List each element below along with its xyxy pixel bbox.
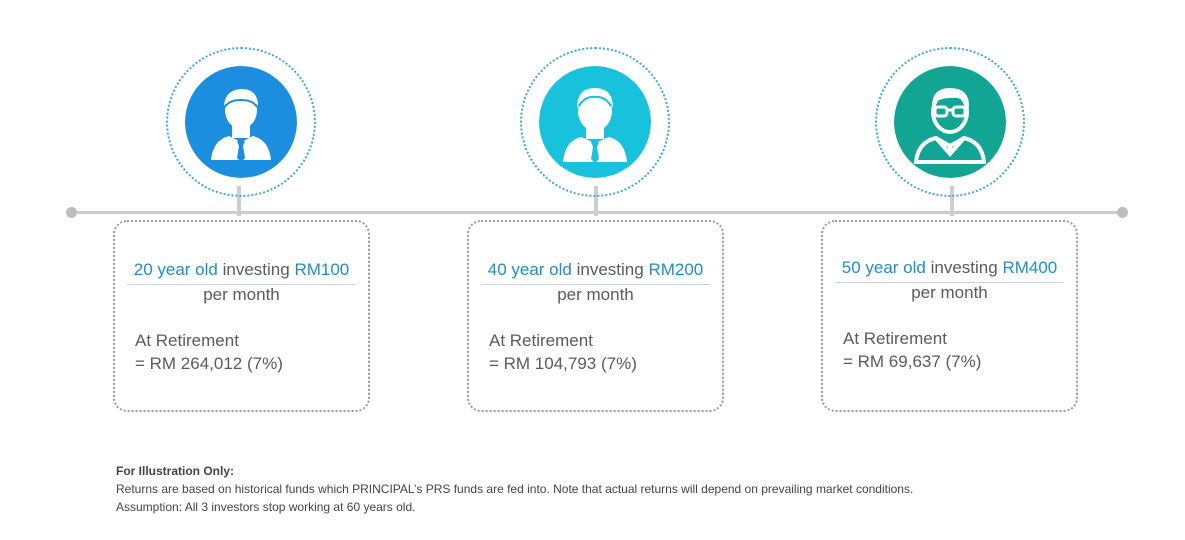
retirement-value: = RM 264,012 (7%) xyxy=(135,354,283,373)
retirement-label: At Retirement xyxy=(489,331,593,350)
footnote-title: For Illustration Only: xyxy=(116,464,235,478)
headline-divider xyxy=(127,284,356,285)
investing-word: investing xyxy=(576,260,644,279)
timeline-end-dot xyxy=(1117,207,1128,218)
retirement-value: = RM 104,793 (7%) xyxy=(489,354,637,373)
connector-2 xyxy=(594,186,598,216)
timeline-start-dot xyxy=(66,207,77,218)
investment-amount: RM200 xyxy=(648,260,704,279)
investing-word: investing xyxy=(222,260,290,279)
investor-card-3: 50 year old investing RM400 per month At… xyxy=(821,220,1078,412)
man-with-glasses-icon xyxy=(894,66,1006,178)
avatar-ring-1 xyxy=(166,47,316,197)
avatar-ring-2 xyxy=(520,47,670,197)
retirement-label: At Retirement xyxy=(843,329,947,348)
avatar-ring-3 xyxy=(875,47,1025,197)
investor-card-2: 40 year old investing RM200 per month At… xyxy=(467,220,724,412)
footnote-line-returns: Returns are based on historical funds wh… xyxy=(116,482,914,496)
connector-3 xyxy=(950,186,954,216)
investment-amount: RM100 xyxy=(294,260,350,279)
investor-age: 50 year old xyxy=(841,258,926,277)
businessman-icon xyxy=(539,66,651,178)
investment-period: per month xyxy=(557,285,634,304)
investment-period: per month xyxy=(911,283,988,302)
investor-card-1: 20 year old investing RM100 per month At… xyxy=(113,220,370,412)
investor-age: 40 year old xyxy=(487,260,572,279)
investing-word: investing xyxy=(930,258,998,277)
investment-period: per month xyxy=(203,285,280,304)
investment-amount: RM400 xyxy=(1002,258,1058,277)
footnote-line-assumption: Assumption: All 3 investors stop working… xyxy=(116,500,416,514)
retirement-label: At Retirement xyxy=(135,331,239,350)
investor-headline: 20 year old investing RM100 xyxy=(127,260,356,280)
headline-divider xyxy=(835,282,1064,283)
headline-divider xyxy=(481,284,710,285)
investor-age: 20 year old xyxy=(133,260,218,279)
businessman-icon xyxy=(185,66,297,178)
connector-1 xyxy=(237,186,241,216)
investor-headline: 50 year old investing RM400 xyxy=(835,258,1064,278)
investor-headline: 40 year old investing RM200 xyxy=(481,260,710,280)
retirement-value: = RM 69,637 (7%) xyxy=(843,352,982,371)
footnote: For Illustration Only: Returns are based… xyxy=(116,462,913,516)
